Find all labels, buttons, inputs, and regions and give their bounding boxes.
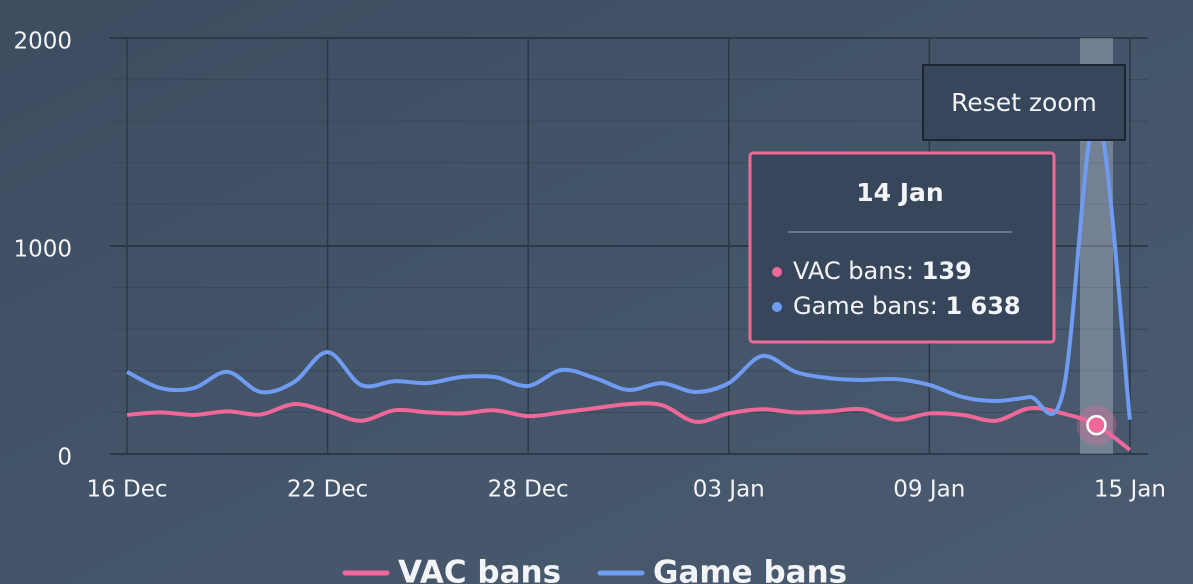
hover-marker — [1086, 414, 1107, 436]
x-tick-label: 15 Jan — [1094, 477, 1166, 503]
series-line — [126, 401, 1132, 452]
reset-zoom-button[interactable]: Reset zoom — [922, 64, 1126, 141]
tooltip-value: 1 638 — [945, 292, 1020, 320]
tooltip-label: Game bans: — [793, 292, 938, 320]
x-tick-label: 03 Jan — [693, 477, 765, 503]
x-tick-label: 16 Dec — [86, 477, 167, 503]
y-tick-label: 0 — [57, 445, 72, 471]
button-label[interactable]: Reset zoom — [951, 88, 1097, 117]
legend-item[interactable]: Game bans — [597, 555, 847, 584]
button-box[interactable] — [922, 64, 1126, 141]
tooltip-title: 14 Jan — [856, 178, 943, 207]
tooltip-text: VAC bans: 139 — [793, 257, 972, 285]
legend-label[interactable]: Game bans — [653, 555, 847, 584]
tooltip-value: 139 — [922, 257, 972, 285]
tooltip-dot — [772, 267, 782, 277]
x-tick-label: 09 Jan — [893, 477, 965, 503]
tooltip-box — [748, 151, 1056, 344]
legend-item[interactable]: VAC bans — [342, 555, 561, 584]
y-tick-label: 1000 — [13, 237, 72, 263]
tooltip-text: Game bans: 1 638 — [793, 292, 1021, 320]
legend-label[interactable]: VAC bans — [398, 555, 561, 584]
tooltip: 14 Jan VAC bans: 139 Game bans: 1 638 — [748, 151, 1056, 344]
y-tick-label: 2000 — [13, 29, 72, 55]
x-tick-label: 28 Dec — [488, 477, 569, 503]
tooltip-dot — [772, 302, 782, 312]
series-line — [126, 111, 1132, 420]
tooltip-label: VAC bans: — [793, 257, 914, 285]
x-tick-label: 22 Dec — [287, 477, 368, 503]
